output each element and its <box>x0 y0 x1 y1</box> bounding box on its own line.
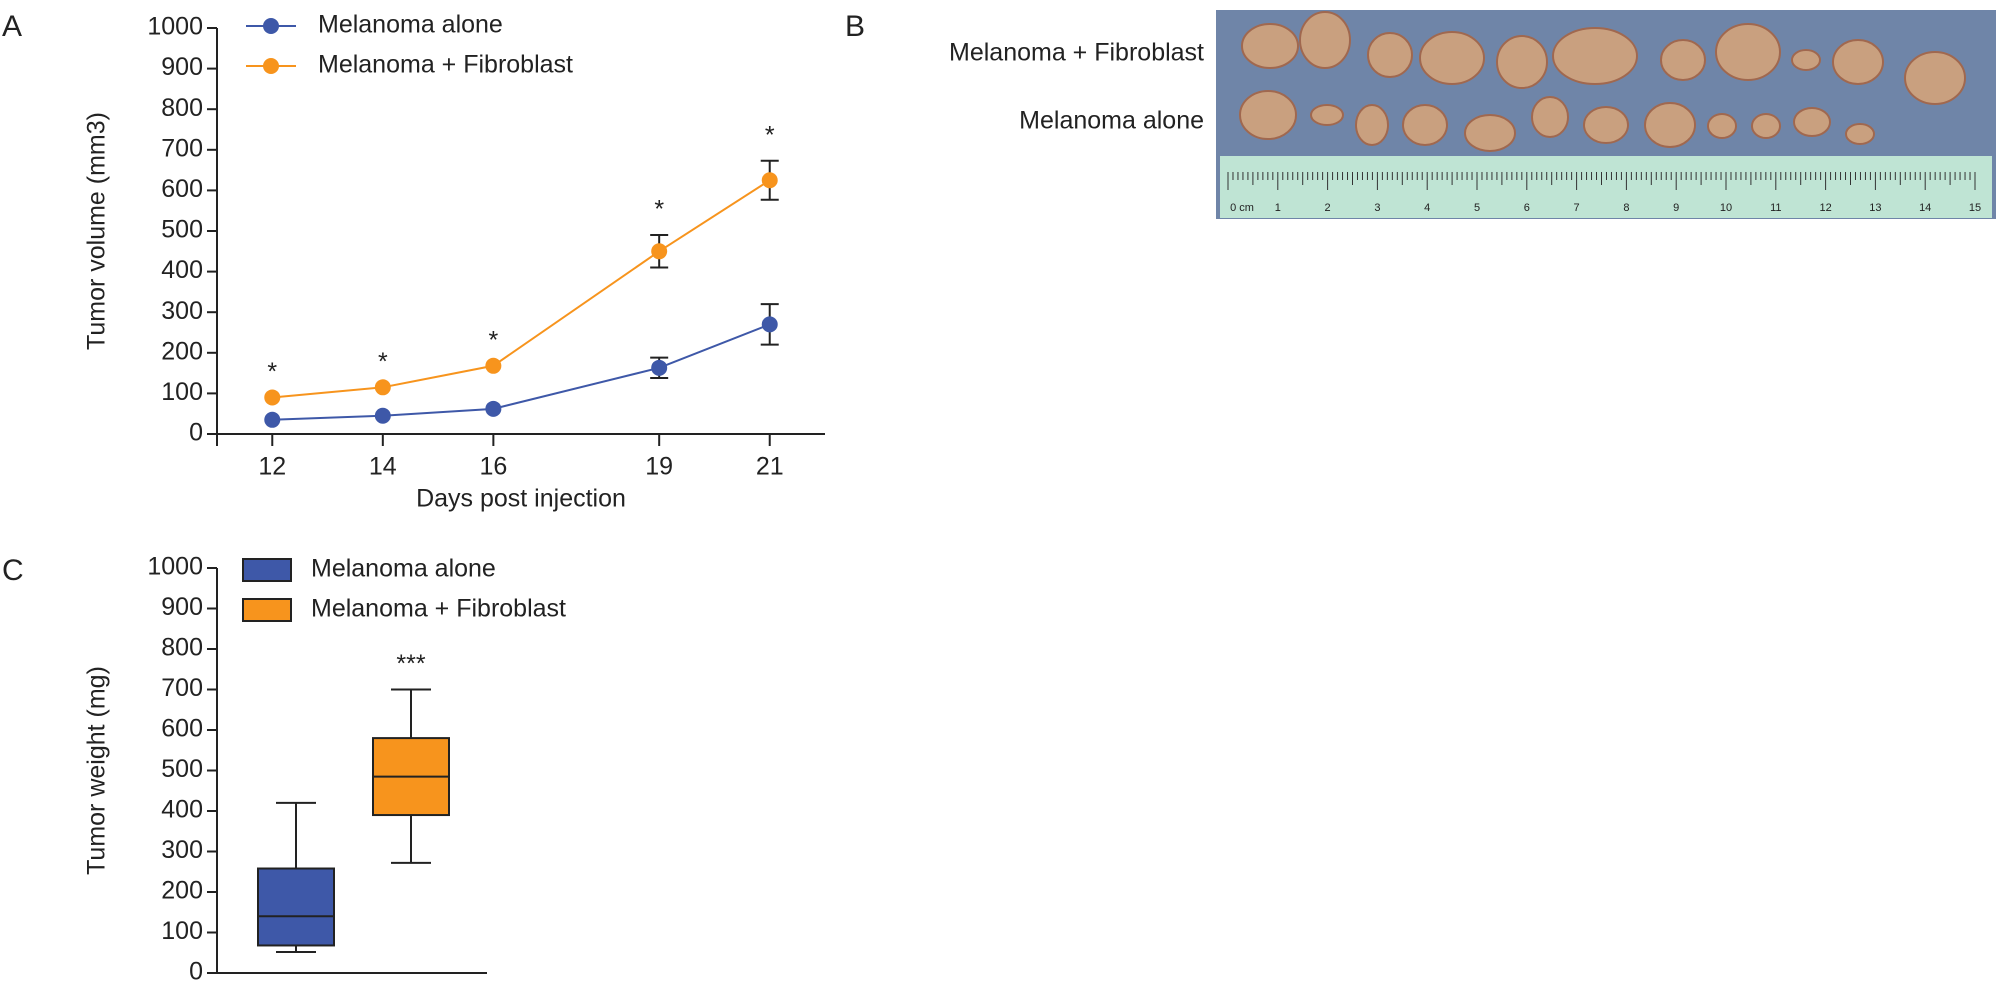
photo-label: Melanoma alone <box>1019 107 1204 135</box>
ruler-label: 12 <box>1819 202 1831 214</box>
y-tick-label: 900 <box>161 53 203 81</box>
legend-label: Melanoma + Fibroblast <box>311 595 566 623</box>
box-plot <box>372 688 450 864</box>
y-tick-label: 700 <box>161 674 203 702</box>
data-point <box>761 172 778 189</box>
y-tick-label: 900 <box>161 593 203 621</box>
ruler-label: 3 <box>1374 202 1380 214</box>
y-tick-label: 0 <box>189 958 203 986</box>
ruler-label: 7 <box>1574 202 1580 214</box>
y-tick-label: 500 <box>161 755 203 783</box>
panel-label: A <box>2 10 22 43</box>
y-tick-label: 200 <box>161 337 203 365</box>
data-point <box>374 379 391 396</box>
data-point <box>651 359 668 376</box>
tumors <box>1239 11 1966 152</box>
panel-label: B <box>845 10 865 43</box>
y-tick-label: 500 <box>161 216 203 244</box>
x-axis-label: Days post injection <box>416 485 626 513</box>
ruler-label: 0 cm <box>1230 202 1254 214</box>
x-tick-label: 14 <box>369 453 397 481</box>
y-axis-label: Tumor volume (mm3) <box>83 112 111 350</box>
significance: * <box>654 196 664 224</box>
significance: *** <box>396 650 425 678</box>
ruler-label: 11 <box>1770 202 1781 214</box>
ruler <box>1220 156 1992 218</box>
data-point <box>485 357 502 374</box>
ruler-label: 5 <box>1474 202 1480 214</box>
ruler-label: 14 <box>1919 202 1931 214</box>
y-tick-label: 1000 <box>147 553 203 581</box>
photo-label: Melanoma + Fibroblast <box>949 39 1204 67</box>
box <box>257 867 335 947</box>
significance: * <box>267 358 277 386</box>
ruler-label: 15 <box>1969 202 1981 214</box>
y-tick-label: 0 <box>189 419 203 447</box>
panel-label: C <box>2 554 24 587</box>
series-line <box>272 179 771 399</box>
legend-marker <box>263 58 279 74</box>
photo: 0 cm 1 2 3 4 5 6 7 8 9 10 11 12 13 14 15 <box>1216 10 1996 219</box>
y-tick-label: 600 <box>161 175 203 203</box>
x-tick-label: 12 <box>258 453 286 481</box>
ruler-label: 10 <box>1720 202 1732 214</box>
y-tick-label: 200 <box>161 877 203 905</box>
data-point <box>761 316 778 333</box>
y-tick-label: 100 <box>161 378 203 406</box>
ruler-label: 1 <box>1275 202 1281 214</box>
y-tick-label: 600 <box>161 715 203 743</box>
legend-label: Melanoma alone <box>318 11 503 39</box>
data-point <box>651 243 668 260</box>
x-tick-label: 16 <box>479 453 507 481</box>
data-point <box>374 407 391 424</box>
data-point <box>485 400 502 417</box>
x-tick-label: 21 <box>756 453 784 481</box>
y-axis-label: Tumor weight (mg) <box>83 666 111 875</box>
x-tick-label: 19 <box>645 453 673 481</box>
y-tick-label: 100 <box>161 917 203 945</box>
legend-label: Melanoma + Fibroblast <box>318 51 573 79</box>
y-tick-label: 300 <box>161 297 203 325</box>
legend-swatch <box>242 598 292 622</box>
y-tick-label: 1000 <box>147 13 203 41</box>
ruler-label: 2 <box>1325 202 1331 214</box>
y-tick-label: 300 <box>161 836 203 864</box>
y-tick-label: 800 <box>161 94 203 122</box>
significance: * <box>488 326 498 354</box>
data-point <box>264 389 281 406</box>
ruler-label: 4 <box>1424 202 1430 214</box>
significance: * <box>378 348 388 376</box>
significance: * <box>765 121 775 149</box>
ruler-label: 9 <box>1673 202 1679 214</box>
series-line <box>272 323 771 421</box>
ruler-label: 13 <box>1869 202 1881 214</box>
y-tick-label: 700 <box>161 134 203 162</box>
ruler-label: 6 <box>1524 202 1530 214</box>
ruler-label: 8 <box>1623 202 1629 214</box>
y-tick-label: 400 <box>161 256 203 284</box>
legend-swatch <box>242 558 292 582</box>
y-tick-label: 400 <box>161 796 203 824</box>
box-plot <box>257 801 335 953</box>
legend-label: Melanoma alone <box>311 555 496 583</box>
data-point <box>264 411 281 428</box>
legend-marker <box>263 18 279 34</box>
y-tick-label: 800 <box>161 634 203 662</box>
ruler-ticks: 0 cm 1 2 3 4 5 6 7 8 9 10 11 12 13 14 15 <box>1227 172 1981 214</box>
